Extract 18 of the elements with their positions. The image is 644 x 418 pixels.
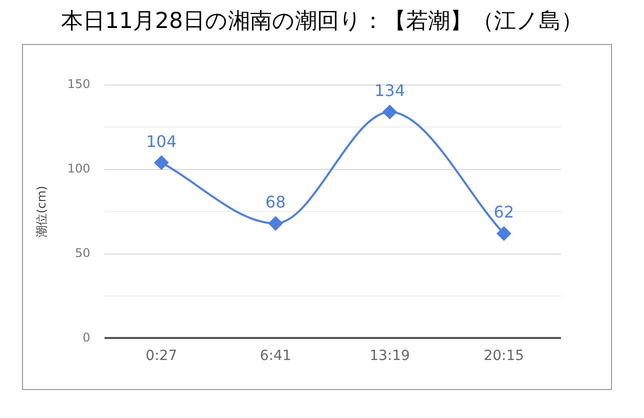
data-label: 104 [146,132,177,151]
y-tick-label: 150 [67,77,90,92]
chart-title: 本日11月28日の湘南の潮回り：【若潮】（江ノ島） [60,8,584,36]
point [496,226,511,241]
data-label: 68 [265,192,286,212]
point [382,105,397,120]
x-tick-label: 6:41 [260,348,292,364]
x-tick-label: 0:27 [146,348,178,364]
x-tick-label: 20:15 [484,348,524,364]
point [268,216,283,230]
x-tick-label: 13:19 [370,348,410,364]
y-axis-title: 潮位(cm) [34,186,48,238]
data-label: 134 [374,81,406,100]
y-tick-label: 100 [67,162,90,176]
data-label: 62 [494,202,514,222]
y-tick-label: 50 [75,246,90,260]
point [154,156,168,170]
y-tick-label: 0 [82,330,90,344]
